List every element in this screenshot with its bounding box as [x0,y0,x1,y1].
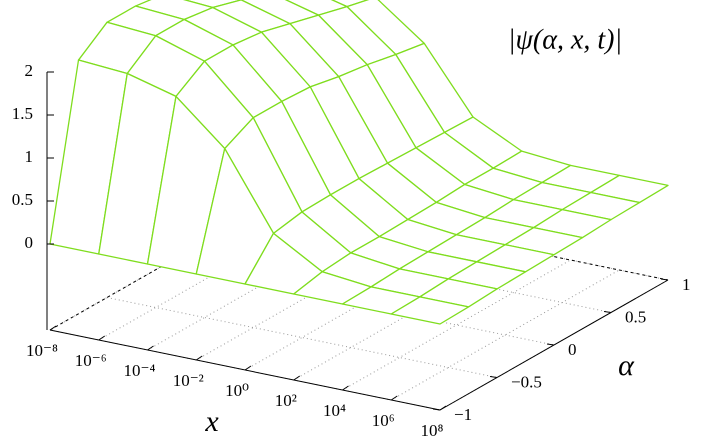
x-tick-label: 10⁸ [421,421,444,440]
y-tick-label: −0.5 [511,372,542,391]
x-tick [342,385,349,391]
x-tick [147,345,154,351]
x-tick [439,405,447,411]
x-tick [195,355,203,361]
y-tick-label: 0 [568,340,577,359]
x-tick [49,325,57,331]
surface-cell [390,296,470,325]
x-tick [390,395,398,401]
y-tick-label: 1 [682,275,691,294]
x-tick-label: 10⁻⁴ [124,361,156,380]
chart-title: |ψ(α, x, t)| [508,24,622,55]
x-axis-label: x [204,405,219,438]
z-tick-label: 2 [25,61,34,80]
y-tick [660,278,669,281]
y-tick [546,343,555,346]
y-tick-label: 0.5 [625,307,646,326]
y-tick [432,408,441,411]
x-tick-label: 10⁴ [323,401,346,420]
x-tick-label: 10⁻⁶ [75,351,107,370]
y-tick [603,311,612,313]
alpha-axis-label: α [618,349,635,382]
x-tick-label: 10² [275,391,297,410]
x-tick [244,365,252,371]
x-tick [98,335,106,341]
z-tick-label: 1 [25,147,34,166]
x-tick [293,375,301,381]
z-tick-label: 1.5 [12,104,33,123]
y-tick [489,376,498,378]
y-tick-label: −1 [454,405,472,424]
surface-cell [330,0,370,8]
x-tick-label: 10⁻⁸ [26,341,58,360]
x-tick-label: 10⁶ [372,411,395,430]
z-tick-label: 0.5 [12,190,33,209]
z-tick-label: 0 [25,233,34,252]
x-tick-label: 10⁰ [225,381,249,400]
x-tick-label: 10⁻² [173,371,204,390]
